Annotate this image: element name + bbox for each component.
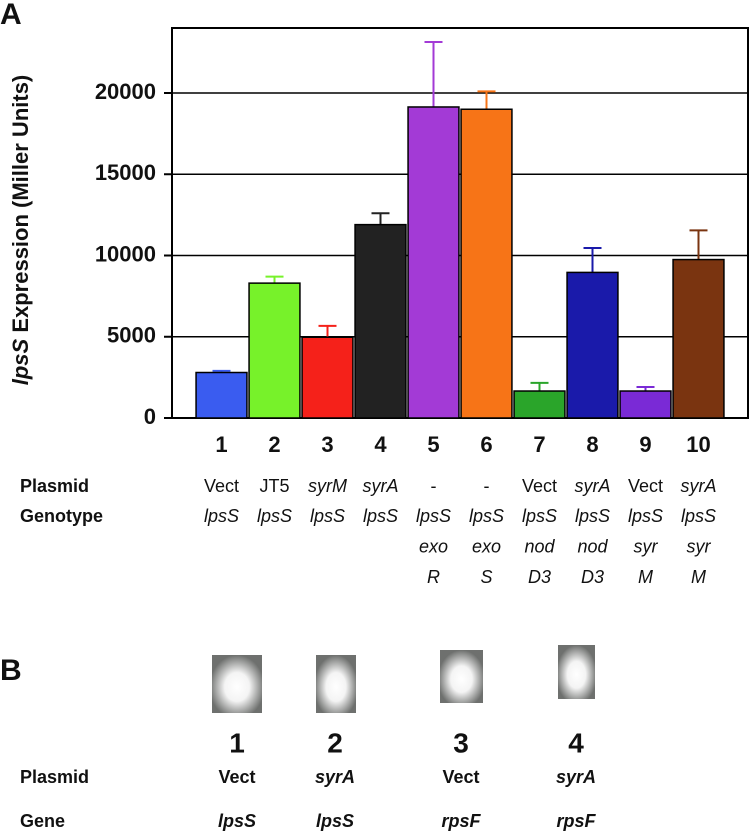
genotype: S <box>480 567 492 587</box>
x-tick-label: 2 <box>268 432 280 457</box>
gel-band <box>558 645 595 699</box>
x-tick-label: 5 <box>427 432 439 457</box>
genotype: nod <box>577 536 608 556</box>
lane-number: 3 <box>453 727 469 758</box>
plasmid: syrM <box>308 476 347 496</box>
x-tick-label: 8 <box>586 432 598 457</box>
bar <box>195 371 248 419</box>
bar <box>566 271 619 419</box>
plasmid: Vect <box>522 476 557 496</box>
genotype: D3 <box>528 567 551 587</box>
panel-label: B <box>0 654 22 687</box>
row-label: Genotype <box>20 506 103 526</box>
x-tick-label: 9 <box>639 432 651 457</box>
genotype: lpsS <box>628 506 663 526</box>
x-tick-label: 4 <box>374 432 387 457</box>
genotype: D3 <box>581 567 604 587</box>
genotype: syr <box>687 536 712 556</box>
genotype: lpsS <box>363 506 398 526</box>
y-axis-label-text: Expression (Miller Units) <box>8 75 33 339</box>
bar <box>248 282 301 419</box>
plasmid: syrA <box>556 767 596 787</box>
plasmid: Vect <box>204 476 239 496</box>
lane-number: 1 <box>229 727 245 758</box>
plasmid: - <box>484 476 490 496</box>
genotype: lpsS <box>204 506 239 526</box>
plasmid: JT5 <box>259 476 289 496</box>
gene: lpsS <box>316 811 354 831</box>
genotype: lpsS <box>257 506 292 526</box>
x-tick-label: 10 <box>686 432 710 457</box>
panel-label: A <box>0 0 22 31</box>
y-tick-label: 20000 <box>95 79 156 104</box>
y-axis-label: lpsS Expression (Miller Units) <box>8 75 33 386</box>
y-axis-label-gene: lpsS <box>8 338 33 385</box>
genotype: lpsS <box>681 506 716 526</box>
y-tick-label: 15000 <box>95 160 156 185</box>
genotype: M <box>691 567 706 587</box>
y-tick-label: 10000 <box>95 241 156 266</box>
gel-band <box>316 655 356 713</box>
y-tick-label: 5000 <box>107 323 156 348</box>
genotype: lpsS <box>522 506 557 526</box>
x-tick-label: 7 <box>533 432 545 457</box>
plasmid: syrA <box>575 476 611 496</box>
plot-frame <box>171 27 749 419</box>
row-label: Plasmid <box>20 476 89 496</box>
bar <box>672 258 725 419</box>
plasmid: Vect <box>442 767 479 787</box>
genotype: nod <box>524 536 555 556</box>
row-label: Gene <box>20 811 65 831</box>
lane-number: 4 <box>568 727 584 758</box>
genotype: M <box>638 567 653 587</box>
genotype: exo <box>419 536 448 556</box>
genotype: exo <box>472 536 501 556</box>
gel: 1 2 3 4 Plasmid Vect syrA Vect syrA Gene… <box>20 645 597 831</box>
plasmid: syrA <box>681 476 717 496</box>
bar <box>407 106 460 419</box>
genotype: lpsS <box>575 506 610 526</box>
plasmid: syrA <box>363 476 399 496</box>
gene: rpsF <box>556 811 596 831</box>
bar <box>301 336 354 419</box>
gel-band <box>440 650 483 703</box>
gene: rpsF <box>441 811 481 831</box>
genotype: syr <box>634 536 659 556</box>
genotype: lpsS <box>416 506 451 526</box>
x-tick-label: 3 <box>321 432 333 457</box>
y-tick-label: 0 <box>144 404 156 429</box>
lane-number: 2 <box>327 727 343 758</box>
plasmid: Vect <box>218 767 255 787</box>
gene: lpsS <box>218 811 256 831</box>
row-label: Plasmid <box>20 767 89 787</box>
bar <box>354 223 407 419</box>
x-tick-label: 6 <box>480 432 492 457</box>
bar <box>619 390 672 419</box>
genotype: R <box>427 567 440 587</box>
genotype: lpsS <box>310 506 345 526</box>
bar <box>460 108 513 419</box>
x-tick-label: 1 <box>215 432 227 457</box>
plasmid: - <box>431 476 437 496</box>
plasmid: syrA <box>315 767 355 787</box>
gel-band <box>212 655 262 713</box>
genotype: lpsS <box>469 506 504 526</box>
plasmid: Vect <box>628 476 663 496</box>
bar <box>513 390 566 419</box>
